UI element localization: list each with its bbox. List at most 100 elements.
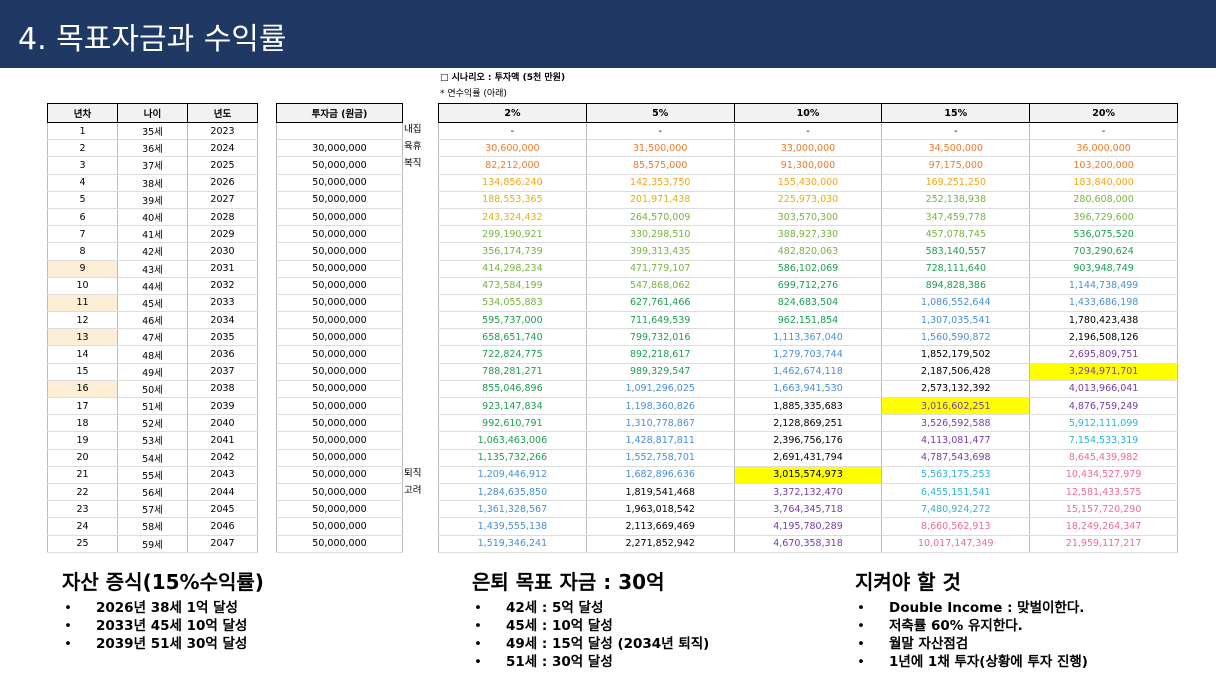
cell: 414,298,234 — [438, 260, 587, 278]
cell: 4,195,780,289 — [733, 517, 883, 536]
cell: 50,000,000 — [276, 260, 403, 278]
cell: 2,396,756,176 — [733, 431, 883, 450]
row: 9 43세 2031 — [47, 260, 258, 278]
cell: 47세 — [117, 328, 188, 347]
row: 1,519,346,241 2,271,852,942 4,670,358,318 1… — [438, 535, 1178, 553]
cell: 1,086,552,644 — [881, 294, 1031, 313]
cell: - — [585, 122, 735, 141]
cell: 2,573,132,392 — [881, 380, 1031, 399]
row: 50,000,000 — [276, 328, 403, 347]
row: 1,135,732,266 1,552,758,701 2,691,431,794 4… — [438, 449, 1178, 467]
cell: 10,017,147,349 — [881, 535, 1031, 553]
row: 11 45세 2033 — [47, 294, 258, 313]
cell: 2037 — [187, 363, 258, 381]
cell: 280,608,000 — [1029, 191, 1178, 209]
row: 1,284,635,850 1,819,541,468 3,372,132,470 6… — [438, 483, 1178, 502]
row: 50,000,000 — [276, 483, 403, 502]
cell: 3,764,345,718 — [733, 500, 883, 519]
cell: 1,663,941,530 — [733, 380, 883, 399]
cell: 2027 — [187, 191, 258, 209]
cell: 35세 — [117, 122, 188, 141]
bullet-item: 49세 : 15억 달성 (2034년 퇴직) — [472, 635, 709, 653]
cell: 7 — [47, 225, 118, 244]
cell: 962,151,854 — [733, 311, 883, 330]
cell: 43세 — [117, 260, 188, 278]
row: 50,000,000 — [276, 517, 403, 536]
side-note: 육휴 — [404, 141, 422, 153]
row: 50,000,000 — [276, 363, 403, 381]
cell: - — [881, 122, 1031, 141]
cell: 2047 — [187, 535, 258, 553]
cell: 2024 — [187, 139, 258, 158]
cell: 50,000,000 — [276, 466, 403, 484]
row: 855,046,896 1,091,296,025 1,663,941,530 2,5… — [438, 380, 1178, 399]
cell: 2036 — [187, 345, 258, 364]
cell: 2,196,508,126 — [1029, 328, 1178, 347]
row: 50,000,000 — [276, 260, 403, 278]
cell: 3,526,592,588 — [881, 414, 1031, 433]
column-header: 5% — [585, 103, 735, 123]
cell: 36,000,000 — [1029, 139, 1178, 158]
row: 299,190,921 330,298,510 388,927,330 457,078… — [438, 225, 1178, 244]
cell: 155,430,000 — [733, 174, 883, 192]
row: 6 40세 2028 — [47, 208, 258, 227]
row: 30,000,000 — [276, 139, 403, 158]
cell: 1,361,328,567 — [438, 500, 587, 519]
scenario-note: * 연수익률 (아래) — [440, 89, 507, 99]
cell: 15 — [47, 363, 118, 381]
cell: 50,000,000 — [276, 414, 403, 433]
column-header: 투자금 (원금) — [276, 103, 403, 123]
cell: 97,175,000 — [881, 156, 1031, 175]
row: 50,000,000 — [276, 311, 403, 330]
cell: 536,075,520 — [1029, 225, 1178, 244]
cell: 2042 — [187, 449, 258, 467]
cell: 2,128,869,251 — [733, 414, 883, 433]
cell: 2,271,852,942 — [585, 535, 735, 553]
row: 14 48세 2036 — [47, 345, 258, 364]
cell: 923,147,834 — [438, 397, 587, 416]
row: 722,824,775 892,218,617 1,279,703,744 1,852… — [438, 345, 1178, 364]
cell: 1,284,635,850 — [438, 483, 587, 502]
cell: 2040 — [187, 414, 258, 433]
row: 50,000,000 — [276, 225, 403, 244]
cell: 50,000,000 — [276, 431, 403, 450]
cell: 711,649,539 — [585, 311, 735, 330]
row: 50,000,000 — [276, 535, 403, 553]
cell: 2045 — [187, 500, 258, 519]
cell: 2041 — [187, 431, 258, 450]
row: 15 49세 2037 — [47, 363, 258, 381]
row: 50,000,000 — [276, 174, 403, 192]
cell: 5,563,175,253 — [881, 466, 1031, 484]
cell: 13 — [47, 328, 118, 347]
cell: 11 — [47, 294, 118, 313]
row: 16 50세 2038 — [47, 380, 258, 399]
cell: 4,113,081,477 — [881, 431, 1031, 450]
cell: 30,000,000 — [276, 139, 403, 158]
cell: 586,102,069 — [733, 260, 883, 278]
cell: 201,971,438 — [585, 191, 735, 209]
cell: 188,553,365 — [438, 191, 587, 209]
cell: 21,959,117,217 — [1029, 535, 1178, 553]
cell: 19 — [47, 431, 118, 450]
cell: 992,610,791 — [438, 414, 587, 433]
bullet-item: 1년에 1채 투자(상황에 투자 진행) — [855, 653, 1088, 671]
cell: 2039 — [187, 397, 258, 416]
cell: 388,927,330 — [733, 225, 883, 244]
cell: 225,973,030 — [733, 191, 883, 209]
cell: 356,174,739 — [438, 242, 587, 261]
bullet-item: 2033년 45세 10억 달성 — [62, 617, 264, 635]
cell: 1,279,703,744 — [733, 345, 883, 364]
cell: 6,455,151,541 — [881, 483, 1031, 502]
cell: 17 — [47, 397, 118, 416]
cell: 183,840,000 — [1029, 174, 1178, 192]
cell: 45세 — [117, 294, 188, 313]
cell: 2,113,669,469 — [585, 517, 735, 536]
cell: 1,428,817,811 — [585, 431, 735, 450]
cell: 4,013,966,041 — [1029, 380, 1178, 399]
row: 50,000,000 — [276, 466, 403, 484]
row: 50,000,000 — [276, 449, 403, 467]
cell: 91,300,000 — [733, 156, 883, 175]
cell: 50,000,000 — [276, 363, 403, 381]
column-header: 년도 — [187, 103, 258, 123]
